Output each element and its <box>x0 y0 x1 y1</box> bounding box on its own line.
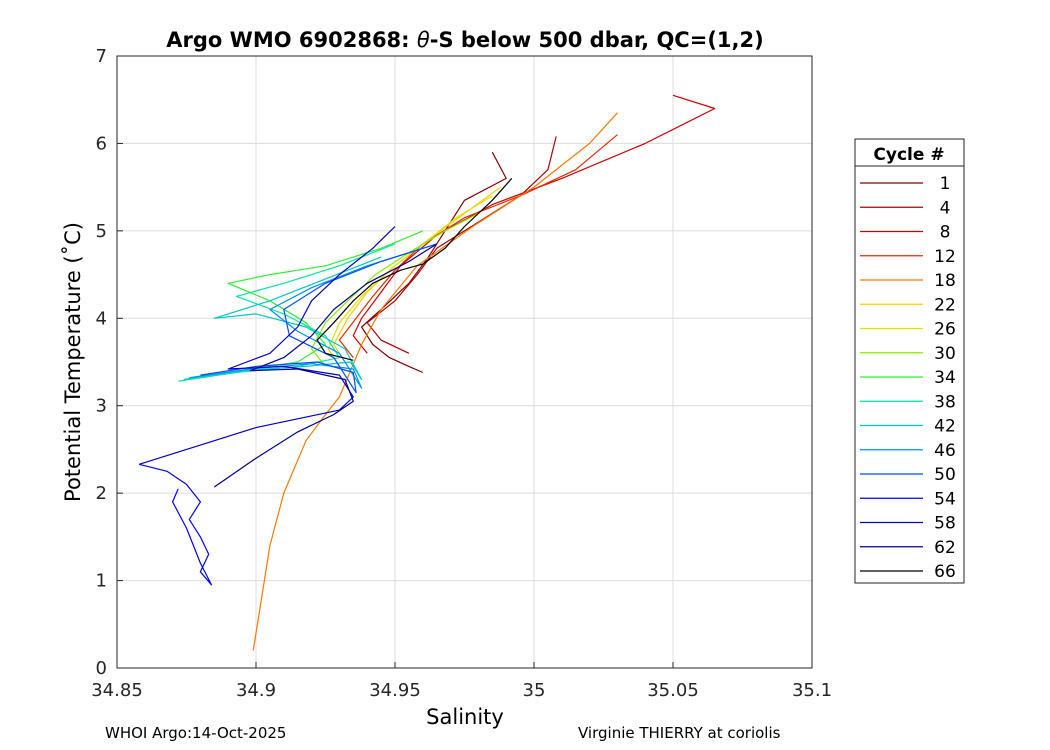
y-tick-label: 3 <box>96 396 107 417</box>
y-tick-labels: 0 1 2 3 4 5 6 7 <box>96 46 123 679</box>
legend-label-66: 66 <box>934 562 956 582</box>
legend: Cycle # 1 4 8 12 18 22 26 30 34 38 42 46 50 54 58 62 66 <box>854 138 965 584</box>
series-line-cycle-50 <box>200 243 437 394</box>
legend-label-58: 58 <box>934 514 956 534</box>
footer-right: Virginie THIERRY at coriolis <box>578 724 781 742</box>
y-tick-label: 6 <box>96 133 107 154</box>
y-tick-label: 7 <box>96 46 107 67</box>
series-line-cycle-1 <box>361 151 507 374</box>
legend-label-30: 30 <box>934 344 956 364</box>
legend-label-34: 34 <box>934 368 956 388</box>
series-line-cycle-54 <box>139 463 213 586</box>
legend-label-1: 1 <box>940 174 951 194</box>
plot-area <box>117 56 812 668</box>
x-tick-label: 35.05 <box>647 680 699 701</box>
x-tick-label: 34.9 <box>236 680 276 701</box>
title-suffix: -S below 500 dbar, QC=(1,2) <box>430 28 764 52</box>
x-tick-label: 34.85 <box>91 680 143 701</box>
y-axis-label: Potential Temperature (˚C) <box>61 222 85 502</box>
series-line-cycle-46 <box>189 247 423 389</box>
legend-label-8: 8 <box>940 223 951 243</box>
legend-box <box>854 138 965 584</box>
legend-label-26: 26 <box>934 320 956 340</box>
y-tick-label: 4 <box>96 308 107 329</box>
series-line-cycle-12 <box>338 134 618 358</box>
legend-label-42: 42 <box>934 417 956 437</box>
legend-label-38: 38 <box>934 392 956 412</box>
axes-frame <box>116 55 813 669</box>
y-tick-label: 0 <box>96 658 107 679</box>
legend-label-46: 46 <box>934 441 956 461</box>
legend-title: Cycle # <box>873 145 944 165</box>
legend-label-12: 12 <box>934 247 956 267</box>
y-tick-label: 2 <box>96 483 107 504</box>
x-tick-label: 34.95 <box>369 680 421 701</box>
footer-left: WHOI Argo:14-Oct-2025 <box>105 724 287 742</box>
chart-title: Argo WMO 6902868: θ-S below 500 dbar, QC… <box>166 28 763 52</box>
legend-label-22: 22 <box>934 295 956 315</box>
x-axis-label: Salinity <box>426 705 504 729</box>
legend-label-62: 62 <box>934 538 956 558</box>
x-tick-label: 35 <box>523 680 546 701</box>
legend-items: 1 4 8 12 18 22 26 30 34 38 42 46 50 54 58 62 66 <box>860 174 956 582</box>
legend-label-18: 18 <box>934 271 956 291</box>
series-line-cycle-66 <box>316 178 513 361</box>
series-line-cycle-62 <box>213 243 438 488</box>
series-lines <box>139 94 716 651</box>
series-line-cycle-26 <box>327 195 493 367</box>
y-tick-label: 5 <box>96 221 107 242</box>
series-line-cycle-42 <box>183 256 382 381</box>
x-tick-label: 35.1 <box>792 680 832 701</box>
x-tick-labels: 34.85 34.9 34.95 35 35.05 35.1 <box>91 662 832 701</box>
title-prefix: Argo WMO 6902868: <box>166 28 417 52</box>
legend-label-54: 54 <box>934 489 956 509</box>
series-line-cycle-58 <box>139 226 396 465</box>
legend-label-50: 50 <box>934 465 956 485</box>
y-tick-label: 1 <box>96 571 107 592</box>
title-theta: θ <box>417 28 430 52</box>
legend-label-4: 4 <box>940 198 951 218</box>
